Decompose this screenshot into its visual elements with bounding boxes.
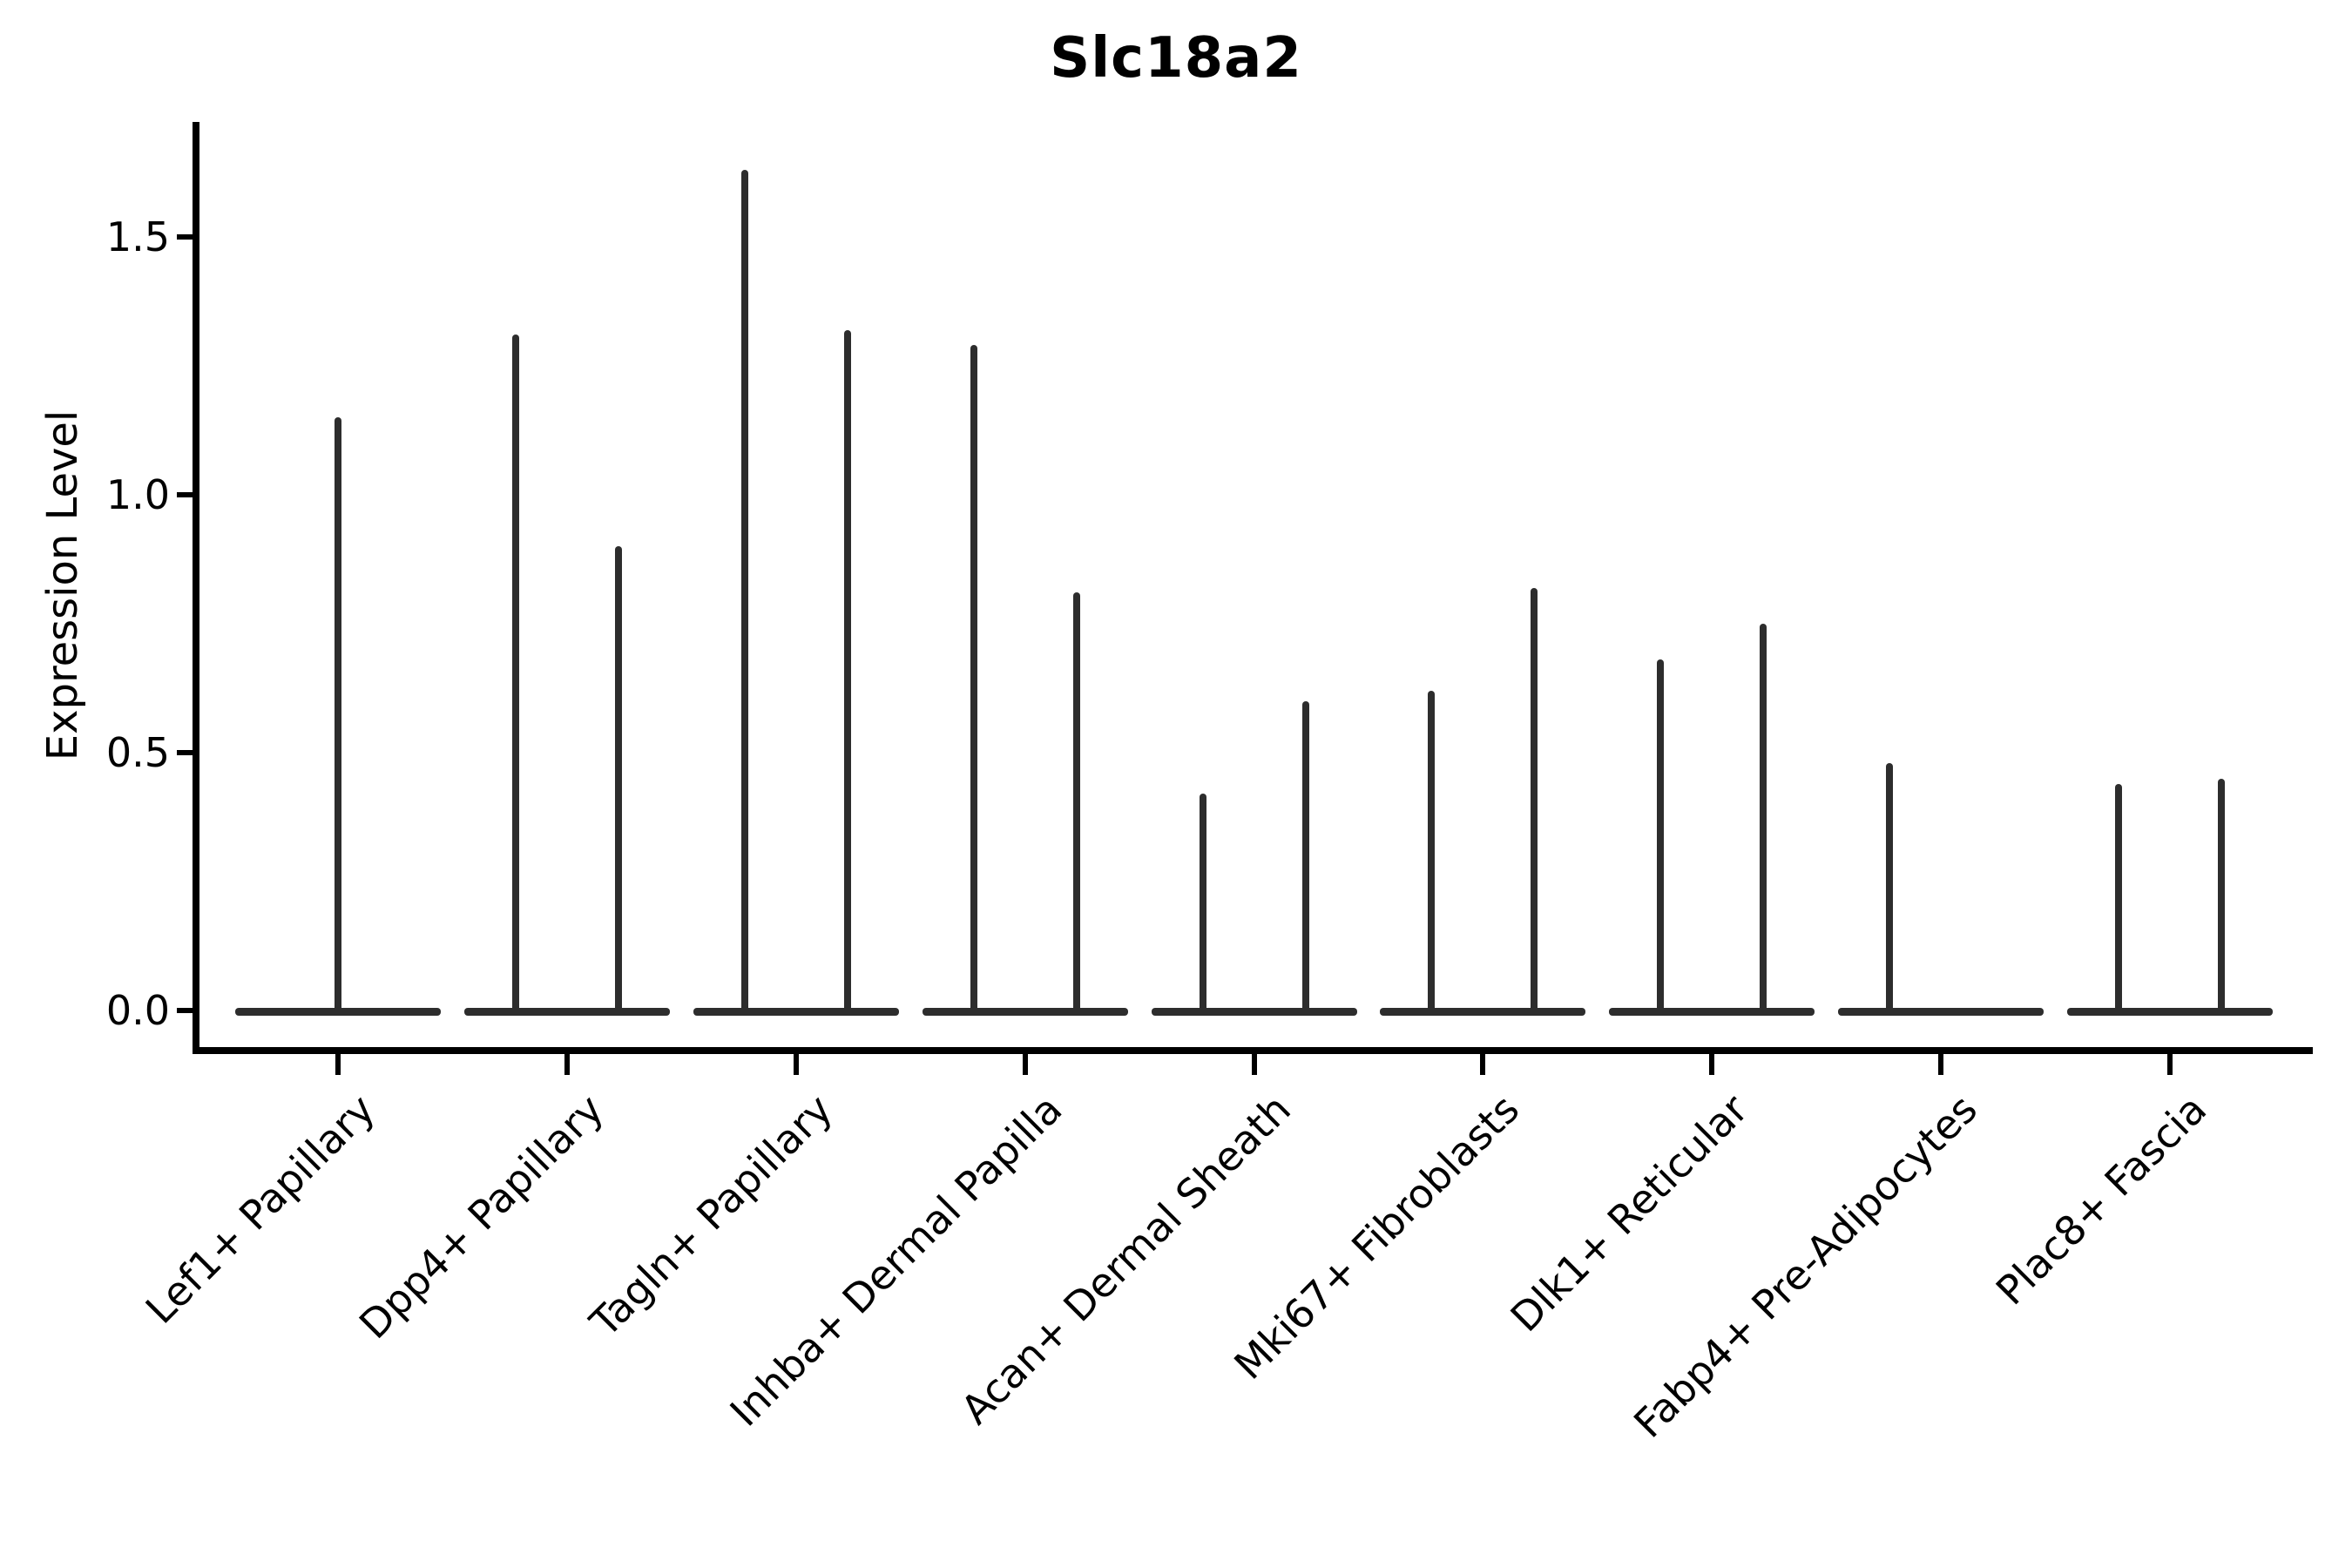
y-tick: [177, 234, 193, 240]
violin-baseline: [923, 1008, 1128, 1016]
violin-spike: [2115, 784, 2122, 1013]
y-axis-spine: [193, 122, 199, 1054]
violin-baseline: [2067, 1008, 2273, 1016]
x-tick-label: Tagln+ Papillary: [581, 1085, 842, 1346]
x-axis-spine: [193, 1047, 2313, 1054]
violin-spike: [1657, 659, 1664, 1013]
x-tick: [564, 1054, 570, 1075]
violin-spike: [1760, 624, 1767, 1013]
violin-baseline: [1380, 1008, 1585, 1016]
x-tick-label: Dpp4+ Papillary: [349, 1085, 613, 1348]
violin-baseline: [1152, 1008, 1357, 1016]
violin-baseline: [1838, 1008, 2044, 1016]
y-tick-label: 1.5: [105, 213, 170, 260]
violin-spike: [1302, 701, 1309, 1013]
violin-spike: [1428, 691, 1435, 1013]
violin-spike: [970, 345, 977, 1013]
x-tick: [2167, 1054, 2173, 1075]
y-tick: [177, 1008, 193, 1013]
y-axis-label: Expression Level: [38, 409, 87, 761]
violin-baseline: [464, 1008, 670, 1016]
chart-title: Slc18a2: [1050, 26, 1302, 91]
y-tick: [177, 750, 193, 755]
x-tick: [794, 1054, 799, 1075]
violin-baseline: [1609, 1008, 1815, 1016]
y-tick-label: 1.0: [105, 471, 170, 518]
x-tick: [1023, 1054, 1028, 1075]
y-tick-label: 0.0: [105, 987, 170, 1034]
x-tick-label: Plac8+ Fascia: [1986, 1085, 2216, 1315]
y-tick-label: 0.5: [105, 729, 170, 776]
x-tick: [1252, 1054, 1257, 1075]
x-tick-label: Dlk1+ Reticular: [1501, 1085, 1758, 1342]
violin-spike: [844, 330, 851, 1013]
x-tick: [1938, 1054, 1943, 1075]
violin-spike: [615, 546, 622, 1013]
violin-spike: [741, 170, 748, 1013]
violin-spike: [2218, 779, 2225, 1013]
x-tick: [1480, 1054, 1485, 1075]
x-tick: [1709, 1054, 1714, 1075]
violin-spike: [1531, 588, 1538, 1013]
x-tick: [335, 1054, 341, 1075]
violin-spike: [1073, 592, 1080, 1013]
violin-spike: [1886, 763, 1893, 1013]
violin-spike: [512, 335, 519, 1013]
y-tick: [177, 492, 193, 497]
violin-spike: [1200, 794, 1206, 1013]
violin-baseline: [693, 1008, 899, 1016]
violin-spike: [335, 417, 341, 1013]
x-tick-label: Lef1+ Papillary: [136, 1085, 384, 1333]
